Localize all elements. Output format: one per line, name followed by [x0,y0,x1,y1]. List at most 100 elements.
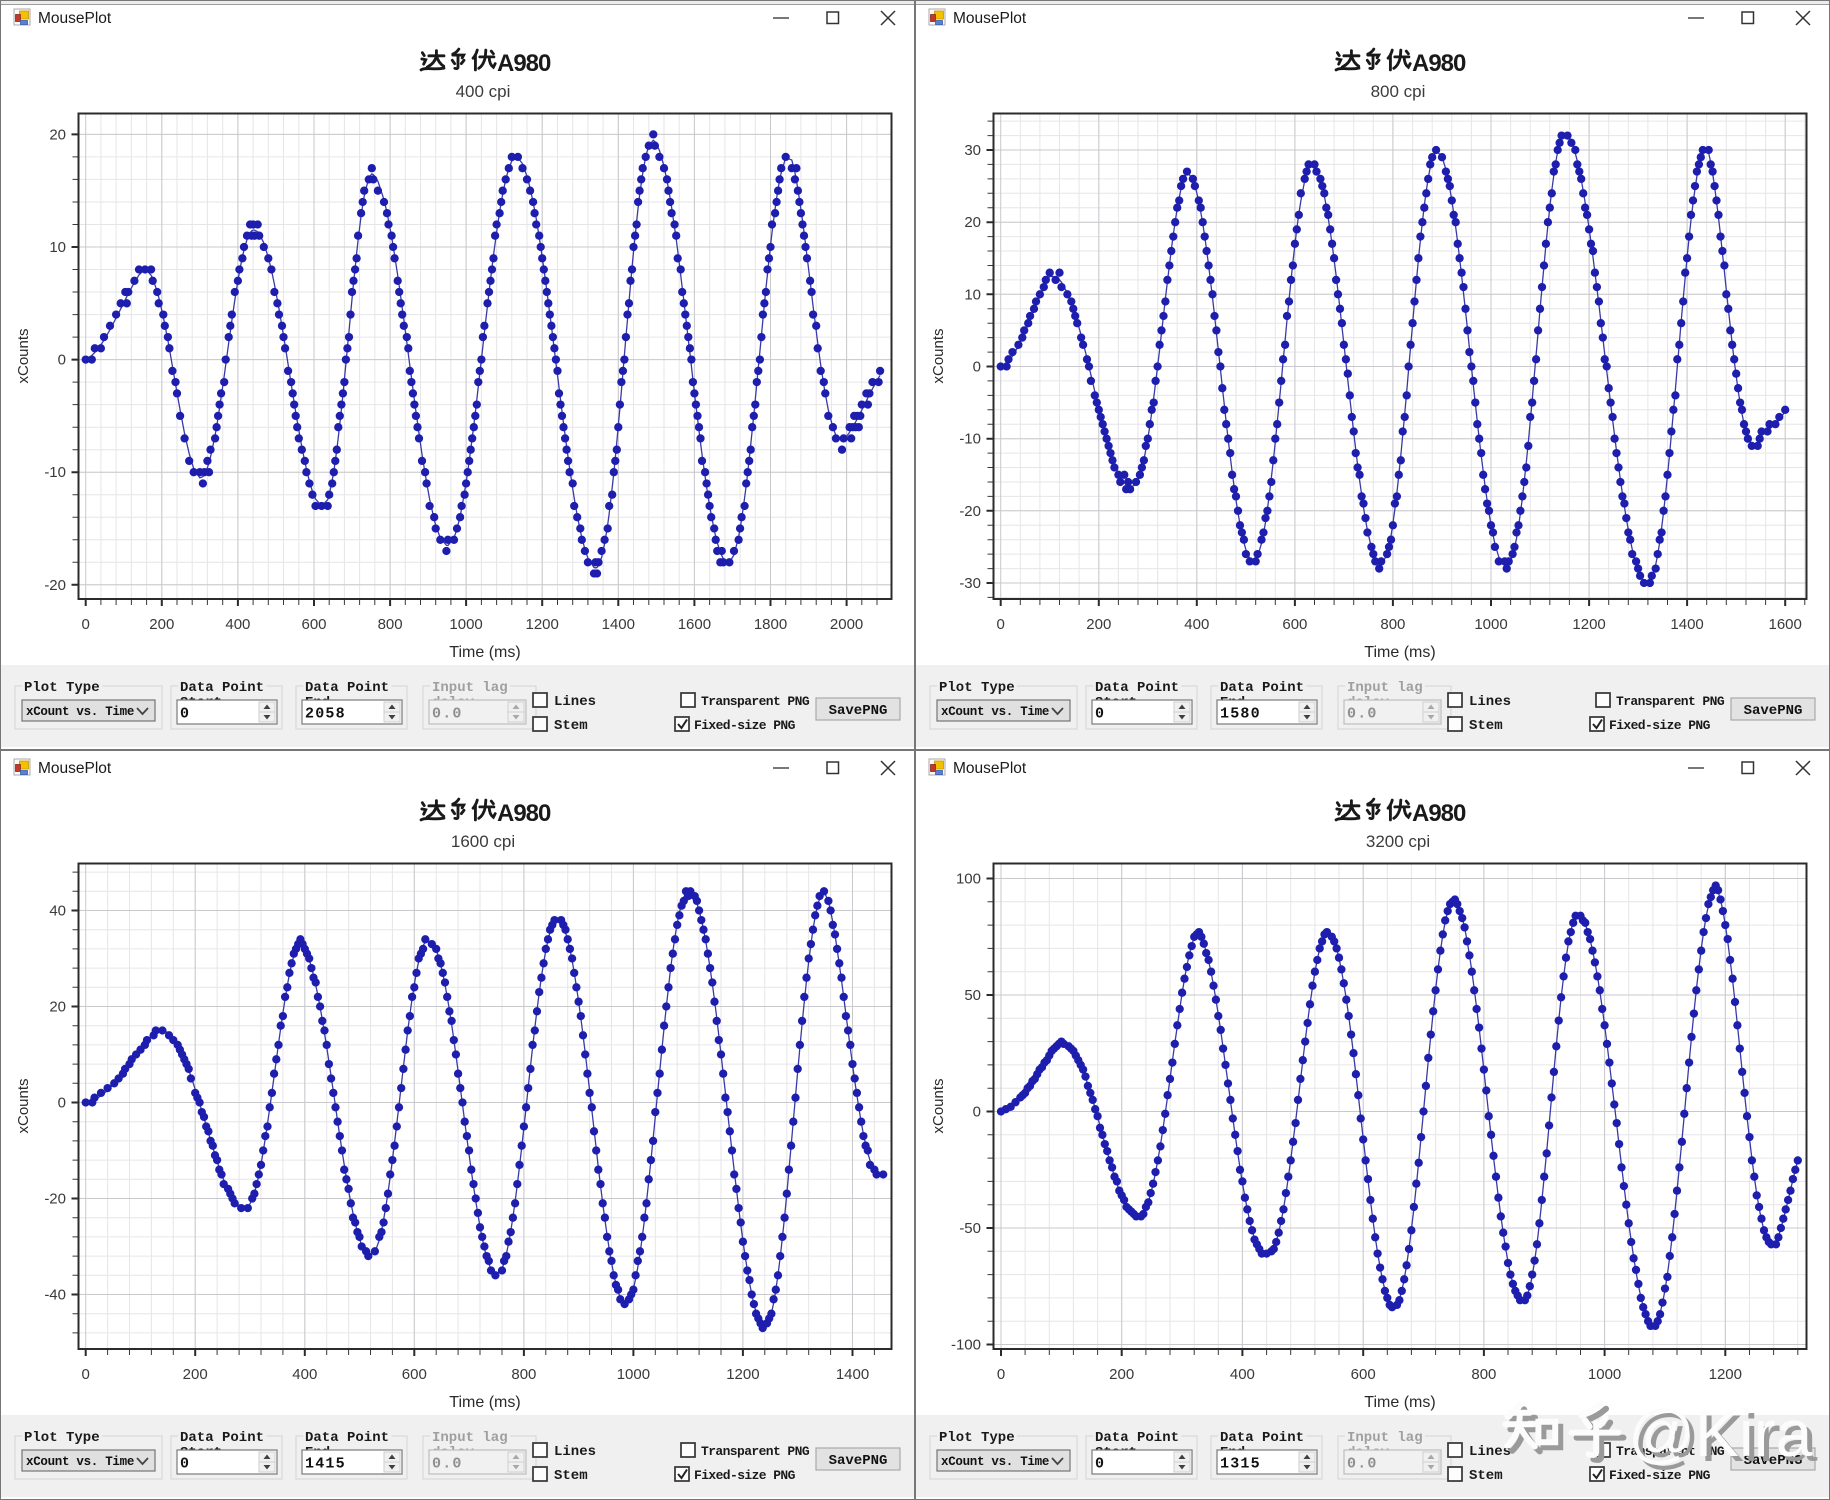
svg-text:1000: 1000 [1588,1366,1621,1383]
svg-text:0: 0 [1095,706,1105,723]
svg-text:xCounts: xCounts [930,1078,947,1133]
svg-text:0: 0 [997,616,1005,633]
svg-text:-20: -20 [44,1191,66,1208]
svg-text:xCount vs. Time: xCount vs. Time [941,705,1049,719]
svg-text:0: 0 [58,1095,66,1112]
svg-text:1200: 1200 [1572,616,1605,633]
svg-text:xCount vs. Time: xCount vs. Time [941,1455,1049,1469]
svg-text:Time (ms): Time (ms) [449,1394,520,1411]
svg-text:MousePlot: MousePlot [953,760,1027,777]
svg-text:Plot Type: Plot Type [939,1430,1015,1446]
svg-text:1000: 1000 [449,616,482,633]
svg-text:Data Point: Data Point [180,680,264,696]
svg-text:SavePNG: SavePNG [829,1453,888,1469]
svg-text:A980: A980 [1412,50,1466,77]
svg-text:50: 50 [964,987,981,1004]
svg-text:40: 40 [49,903,66,920]
svg-text:Fixed-size PNG: Fixed-size PNG [1609,718,1711,733]
svg-text:20: 20 [964,214,981,231]
svg-text:Plot Type: Plot Type [24,1430,100,1446]
svg-text:200: 200 [1086,616,1111,633]
svg-text:Fixed-size PNG: Fixed-size PNG [1609,1468,1711,1483]
svg-text:1580: 1580 [1220,706,1261,723]
svg-text:800: 800 [1380,616,1405,633]
svg-text:800: 800 [378,616,403,633]
svg-text:800: 800 [1471,1366,1496,1383]
svg-text:Stem: Stem [1469,718,1503,734]
svg-text:1400: 1400 [1670,616,1703,633]
svg-text:Input lag: Input lag [432,1430,508,1446]
svg-text:xCounts: xCounts [15,328,32,383]
svg-text:400: 400 [225,616,250,633]
svg-text:-10: -10 [959,431,981,448]
svg-text:Transparent PNG: Transparent PNG [1616,1444,1725,1459]
svg-text:Time (ms): Time (ms) [1364,1394,1435,1411]
svg-text:20: 20 [49,126,66,143]
svg-text:Plot Type: Plot Type [939,680,1015,696]
svg-text:0.0: 0.0 [1347,1456,1378,1473]
svg-text:600: 600 [1282,616,1307,633]
svg-text:3200 cpi: 3200 cpi [1366,832,1430,851]
svg-text:xCount vs. Time: xCount vs. Time [26,1455,134,1469]
svg-text:Input lag: Input lag [1347,680,1423,696]
svg-text:0: 0 [1095,1456,1105,1473]
svg-text:-100: -100 [951,1337,981,1354]
svg-text:1000: 1000 [617,1366,650,1383]
svg-text:Data Point: Data Point [305,680,389,696]
svg-text:Lines: Lines [554,1444,596,1460]
svg-text:1600: 1600 [1769,616,1802,633]
svg-text:Time (ms): Time (ms) [449,644,520,661]
svg-text:Stem: Stem [554,1468,588,1484]
svg-text:Lines: Lines [1469,1444,1511,1460]
svg-text:Fixed-size PNG: Fixed-size PNG [694,1468,796,1483]
svg-text:10: 10 [49,239,66,256]
svg-text:100: 100 [956,871,981,888]
svg-text:0: 0 [82,1366,90,1383]
svg-text:A980: A980 [497,800,551,827]
svg-text:Transparent PNG: Transparent PNG [1616,694,1725,709]
svg-text:1800: 1800 [754,616,787,633]
svg-text:1200: 1200 [1709,1366,1742,1383]
svg-text:0.0: 0.0 [432,706,463,723]
svg-text:Lines: Lines [554,694,596,710]
svg-text:Input lag: Input lag [1347,1430,1423,1446]
svg-text:Stem: Stem [554,718,588,734]
svg-text:0.0: 0.0 [432,1456,463,1473]
svg-text:1200: 1200 [726,1366,759,1383]
svg-text:MousePlot: MousePlot [38,760,112,777]
svg-text:-40: -40 [44,1287,66,1304]
svg-text:Data Point: Data Point [180,1430,264,1446]
svg-text:xCount vs. Time: xCount vs. Time [26,705,134,719]
svg-text:400: 400 [292,1366,317,1383]
svg-text:200: 200 [149,616,174,633]
svg-text:Time (ms): Time (ms) [1364,644,1435,661]
svg-text:1400: 1400 [602,616,635,633]
svg-text:@Kira: @Kira [1628,1396,1813,1470]
svg-text:0: 0 [58,352,66,369]
svg-text:-50: -50 [959,1220,981,1237]
svg-text:SavePNG: SavePNG [1744,703,1803,719]
svg-text:Transparent PNG: Transparent PNG [701,694,810,709]
svg-text:0: 0 [82,616,90,633]
svg-text:0: 0 [180,706,190,723]
svg-text:1200: 1200 [526,616,559,633]
svg-text:1000: 1000 [1474,616,1507,633]
svg-text:MousePlot: MousePlot [38,10,112,27]
svg-text:1400: 1400 [836,1366,869,1383]
svg-text:1315: 1315 [1220,1456,1261,1473]
svg-text:-20: -20 [44,577,66,594]
svg-text:400: 400 [1230,1366,1255,1383]
svg-text:10: 10 [964,286,981,303]
svg-text:Data Point: Data Point [1095,1430,1179,1446]
svg-text:Transparent PNG: Transparent PNG [701,1444,810,1459]
svg-text:A980: A980 [1412,800,1466,827]
svg-text:0: 0 [973,1104,981,1121]
svg-text:Data Point: Data Point [1095,680,1179,696]
svg-text:Stem: Stem [1469,1468,1503,1484]
svg-text:400: 400 [1184,616,1209,633]
svg-text:200: 200 [183,1366,208,1383]
svg-text:1600 cpi: 1600 cpi [451,832,515,851]
svg-text:0: 0 [180,1456,190,1473]
svg-text:A980: A980 [497,50,551,77]
svg-text:xCounts: xCounts [930,328,947,383]
